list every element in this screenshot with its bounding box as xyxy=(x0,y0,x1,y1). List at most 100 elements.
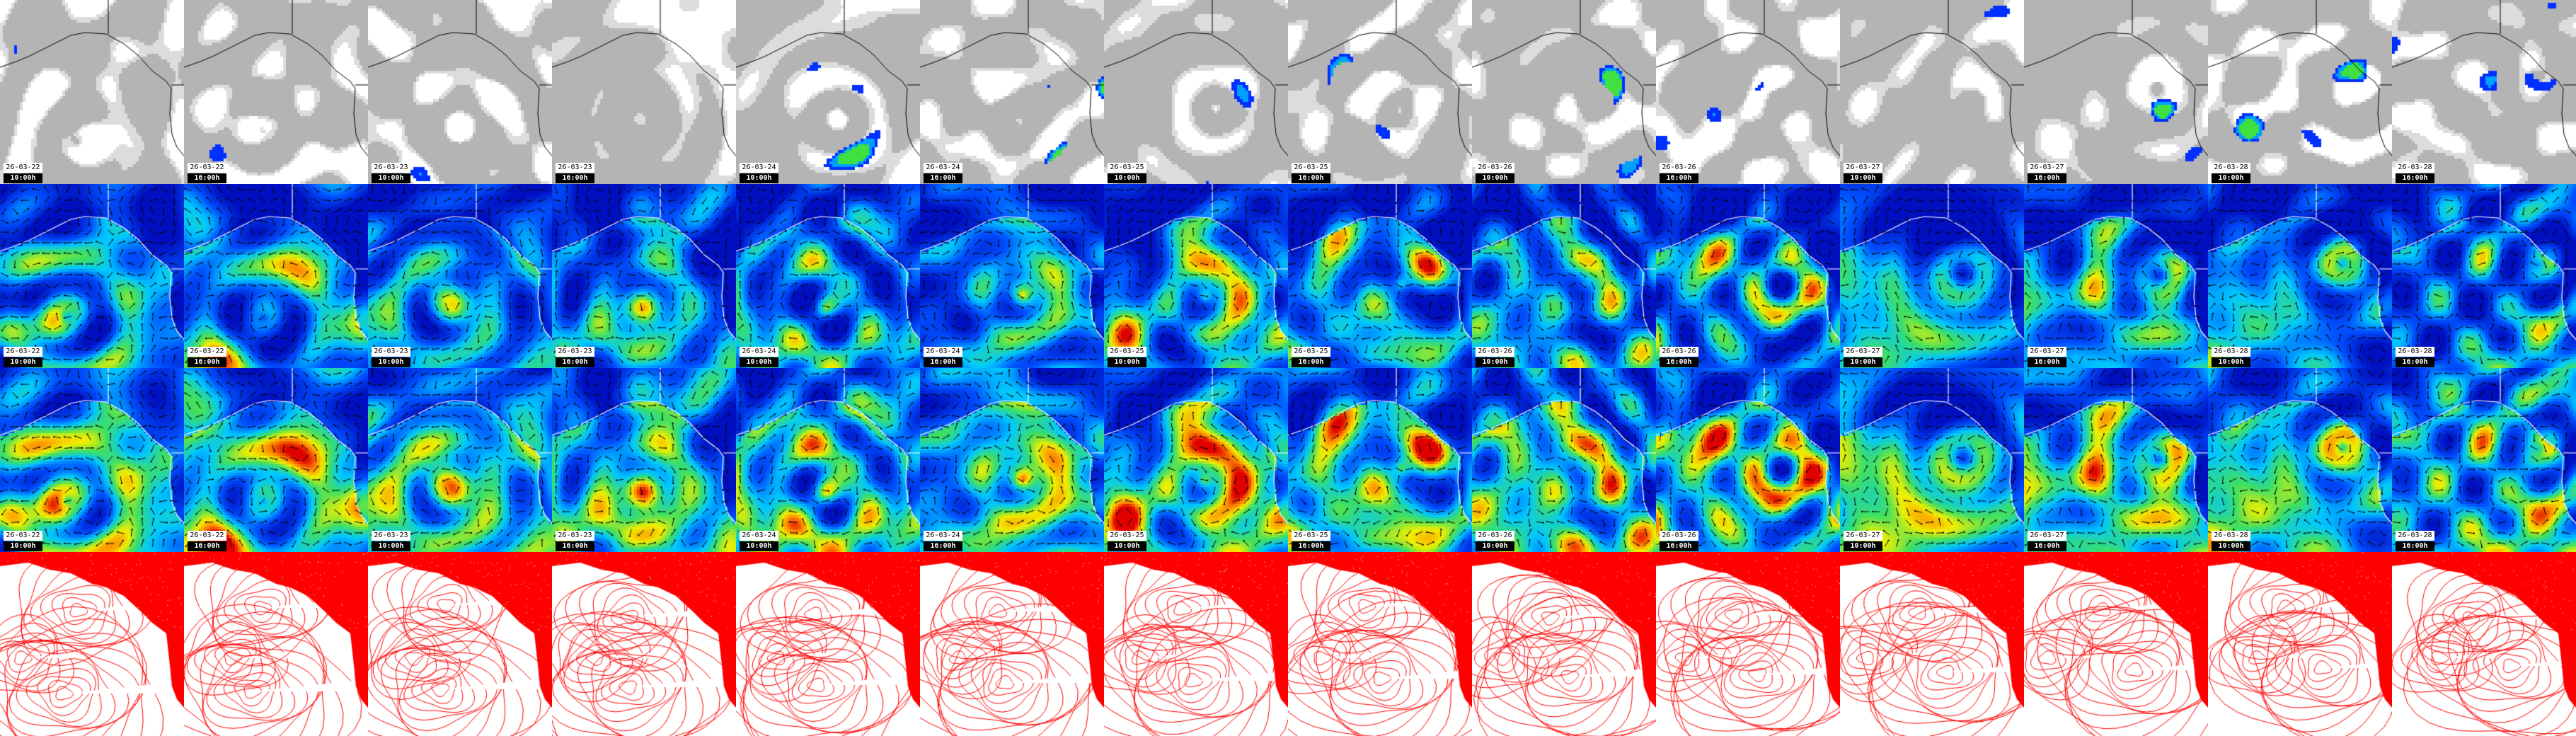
map-panel-wind[interactable]: 26-03-27 10:00h xyxy=(1840,184,2024,368)
map-panel-wind[interactable]: 26-03-26 16:00h xyxy=(1656,184,1840,368)
map-panel-pressure-isobars[interactable] xyxy=(736,552,920,736)
map-panel-wind[interactable]: 26-03-23 10:00h xyxy=(368,184,552,368)
map-image xyxy=(736,368,920,552)
date-label: 26-03-27 xyxy=(1844,531,1882,541)
date-label: 26-03-27 xyxy=(2028,347,2066,357)
map-panel-wind-gust[interactable]: 26-03-24 10:00h xyxy=(736,368,920,552)
map-panel-satellite-precipitation[interactable]: 26-03-23 16:00h xyxy=(552,0,736,184)
map-panel-wind-gust[interactable]: 26-03-28 10:00h xyxy=(2208,368,2392,552)
map-panel-wind-gust[interactable]: 26-03-27 16:00h xyxy=(2024,368,2208,552)
map-panel-pressure-isobars[interactable] xyxy=(184,552,368,736)
map-panel-wind-gust[interactable]: 26-03-23 10:00h xyxy=(368,368,552,552)
map-panel-wind-gust[interactable]: 26-03-27 10:00h xyxy=(1840,368,2024,552)
time-label: 10:00h xyxy=(2212,173,2250,183)
map-panel-satellite-precipitation[interactable]: 26-03-28 16:00h xyxy=(2392,0,2576,184)
time-label: 16:00h xyxy=(2028,357,2066,367)
map-image xyxy=(1472,184,1656,368)
map-panel-satellite-precipitation[interactable]: 26-03-26 10:00h xyxy=(1472,0,1656,184)
map-panel-pressure-isobars[interactable] xyxy=(552,552,736,736)
map-panel-pressure-isobars[interactable] xyxy=(2392,552,2576,736)
map-panel-wind-gust[interactable]: 26-03-23 16:00h xyxy=(552,368,736,552)
date-label: 26-03-22 xyxy=(188,347,226,357)
map-panel-satellite-precipitation[interactable]: 26-03-24 10:00h xyxy=(736,0,920,184)
map-panel-wind[interactable]: 26-03-24 16:00h xyxy=(920,184,1104,368)
time-label: 10:00h xyxy=(1476,357,1514,367)
map-panel-wind-gust[interactable]: 26-03-22 10:00h xyxy=(0,368,184,552)
time-label: 10:00h xyxy=(4,357,42,367)
map-panel-wind[interactable]: 26-03-25 16:00h xyxy=(1288,184,1472,368)
map-image xyxy=(1656,368,1840,552)
map-panel-pressure-isobars[interactable] xyxy=(920,552,1104,736)
map-panel-pressure-isobars[interactable] xyxy=(2024,552,2208,736)
time-label: 10:00h xyxy=(372,173,410,183)
time-label: 10:00h xyxy=(1108,541,1146,551)
map-image xyxy=(736,184,920,368)
map-image xyxy=(920,0,1104,184)
map-panel-pressure-isobars[interactable] xyxy=(368,552,552,736)
date-label: 26-03-26 xyxy=(1660,531,1698,541)
time-label: 16:00h xyxy=(2396,541,2434,551)
map-panel-satellite-precipitation[interactable]: 26-03-27 16:00h xyxy=(2024,0,2208,184)
map-image xyxy=(2208,552,2392,736)
map-panel-pressure-isobars[interactable] xyxy=(1840,552,2024,736)
map-image xyxy=(552,552,736,736)
map-panel-wind[interactable]: 26-03-25 10:00h xyxy=(1104,184,1288,368)
map-image xyxy=(184,552,368,736)
map-image xyxy=(2392,184,2576,368)
map-panel-wind-gust[interactable]: 26-03-22 16:00h xyxy=(184,368,368,552)
map-image xyxy=(1104,184,1288,368)
time-label: 16:00h xyxy=(924,173,962,183)
map-image xyxy=(2392,368,2576,552)
map-panel-wind[interactable]: 26-03-23 16:00h xyxy=(552,184,736,368)
time-label: 10:00h xyxy=(740,357,778,367)
date-label: 26-03-28 xyxy=(2212,347,2250,357)
time-label: 16:00h xyxy=(556,173,594,183)
map-panel-satellite-precipitation[interactable]: 26-03-26 16:00h xyxy=(1656,0,1840,184)
map-panel-wind-gust[interactable]: 26-03-24 16:00h xyxy=(920,368,1104,552)
time-label: 10:00h xyxy=(1476,173,1514,183)
map-panel-satellite-precipitation[interactable]: 26-03-23 10:00h xyxy=(368,0,552,184)
map-panel-wind[interactable]: 26-03-22 16:00h xyxy=(184,184,368,368)
map-image xyxy=(1104,552,1288,736)
map-panel-wind[interactable]: 26-03-28 16:00h xyxy=(2392,184,2576,368)
map-panel-wind[interactable]: 26-03-27 16:00h xyxy=(2024,184,2208,368)
map-image xyxy=(0,368,184,552)
date-label: 26-03-24 xyxy=(924,347,962,357)
time-label: 16:00h xyxy=(188,541,226,551)
map-panel-pressure-isobars[interactable] xyxy=(0,552,184,736)
date-label: 26-03-23 xyxy=(556,531,594,541)
map-panel-wind-gust[interactable]: 26-03-26 16:00h xyxy=(1656,368,1840,552)
date-label: 26-03-28 xyxy=(2396,531,2434,541)
map-image xyxy=(1656,0,1840,184)
map-panel-wind[interactable]: 26-03-22 10:00h xyxy=(0,184,184,368)
map-panel-pressure-isobars[interactable] xyxy=(1288,552,1472,736)
time-label: 16:00h xyxy=(556,541,594,551)
map-panel-pressure-isobars[interactable] xyxy=(1656,552,1840,736)
map-panel-pressure-isobars[interactable] xyxy=(1472,552,1656,736)
map-image xyxy=(2024,184,2208,368)
map-panel-wind-gust[interactable]: 26-03-25 10:00h xyxy=(1104,368,1288,552)
map-panel-satellite-precipitation[interactable]: 26-03-24 16:00h xyxy=(920,0,1104,184)
map-image xyxy=(0,184,184,368)
map-panel-pressure-isobars[interactable] xyxy=(2208,552,2392,736)
map-panel-wind[interactable]: 26-03-26 10:00h xyxy=(1472,184,1656,368)
map-panel-satellite-precipitation[interactable]: 26-03-22 10:00h xyxy=(0,0,184,184)
map-image xyxy=(2392,0,2576,184)
map-panel-wind[interactable]: 26-03-28 10:00h xyxy=(2208,184,2392,368)
map-panel-wind-gust[interactable]: 26-03-25 16:00h xyxy=(1288,368,1472,552)
map-panel-satellite-precipitation[interactable]: 26-03-28 10:00h xyxy=(2208,0,2392,184)
map-panel-wind[interactable]: 26-03-24 10:00h xyxy=(736,184,920,368)
time-label: 16:00h xyxy=(924,541,962,551)
map-panel-pressure-isobars[interactable] xyxy=(1104,552,1288,736)
map-image xyxy=(184,368,368,552)
map-image xyxy=(1472,368,1656,552)
map-panel-satellite-precipitation[interactable]: 26-03-22 16:00h xyxy=(184,0,368,184)
map-panel-wind-gust[interactable]: 26-03-28 16:00h xyxy=(2392,368,2576,552)
map-panel-wind-gust[interactable]: 26-03-26 10:00h xyxy=(1472,368,1656,552)
map-panel-satellite-precipitation[interactable]: 26-03-27 10:00h xyxy=(1840,0,2024,184)
map-panel-satellite-precipitation[interactable]: 26-03-25 10:00h xyxy=(1104,0,1288,184)
map-panel-satellite-precipitation[interactable]: 26-03-25 16:00h xyxy=(1288,0,1472,184)
time-label: 16:00h xyxy=(2396,173,2434,183)
time-label: 16:00h xyxy=(188,357,226,367)
date-label: 26-03-27 xyxy=(2028,163,2066,173)
